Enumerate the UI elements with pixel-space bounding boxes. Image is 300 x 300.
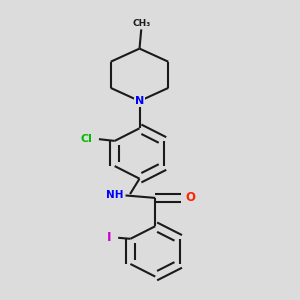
- Text: Cl: Cl: [81, 134, 93, 144]
- Text: N: N: [135, 96, 144, 106]
- Text: O: O: [186, 191, 196, 204]
- Text: I: I: [107, 231, 112, 244]
- Text: CH₃: CH₃: [133, 19, 151, 28]
- Text: NH: NH: [106, 190, 124, 200]
